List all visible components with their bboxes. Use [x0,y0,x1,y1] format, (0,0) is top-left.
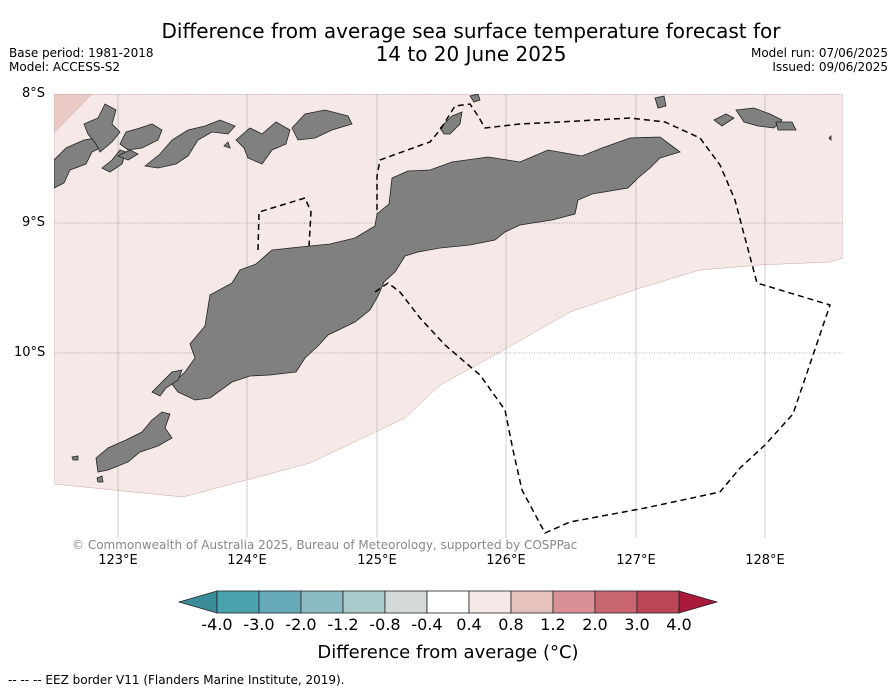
lon-label-128e: 128°E [745,553,785,568]
colorbar-tick-label: 1.2 [540,615,566,634]
colorbar-cell [636,590,680,614]
colorbar-tick-label: -0.8 [369,615,401,634]
colorbar-cell [594,590,638,614]
lon-label-125e: 125°E [357,553,397,568]
colorbar-cell [426,590,470,614]
lon-label-127e: 127°E [616,553,656,568]
base-period: Base period: 1981-2018 [9,46,154,60]
wetar-west [144,119,236,169]
title-line-2: 14 to 20 June 2025 [375,42,567,66]
sawu-islet [96,475,104,483]
ndao-islet [71,455,79,461]
romang-island [439,111,463,135]
colorbar-tick-label: -0.4 [411,615,443,634]
north-islet [469,94,481,103]
colorbar-tick-label: 2.0 [582,615,608,634]
anomaly-region-light [54,94,843,498]
colorbar-tick-label: 0.8 [498,615,524,634]
lat-label-10s: 10°S [14,345,46,360]
eez-border [257,103,831,534]
colorbar-tick-label: 3.0 [624,615,650,634]
lon-label-126e: 126°E [486,553,526,568]
colorbar-over-arrow [678,590,719,614]
small-islet-2 [828,135,832,141]
wetar-island [235,121,291,165]
pantar-island [83,103,121,153]
colorbar-tick-label: -4.0 [201,615,233,634]
colorbar-cell [510,590,554,614]
meta-left: Base period: 1981-2018 Model: ACCESS-S2 [9,46,154,74]
colorbar-tick-label: 0.4 [456,615,482,634]
colorbar-cell [468,590,512,614]
alor-main [119,123,163,151]
atauro-island [117,149,139,161]
copyright-note: © Commonwealth of Australia 2025, Bureau… [72,538,578,552]
alor-island [54,137,101,189]
colorbar-cell [258,590,302,614]
land-masses [54,94,832,483]
rote-island [151,369,183,397]
chart-title: Difference from average sea surface temp… [0,20,896,66]
meta-right: Model run: 07/06/2025 Issued: 09/06/2025 [751,46,888,74]
lon-label-123e: 123°E [98,553,138,568]
colorbar-cell [384,590,428,614]
colorbar-tick-label: 4.0 [666,615,692,634]
babar-island [713,113,735,127]
model-name: Model: ACCESS-S2 [9,60,121,74]
lat-label-9s: 9°S [22,215,46,230]
colorbar-tick-label: -3.0 [243,615,275,634]
lon-label-124e: 124°E [227,553,267,568]
colorbar-tick-label: -1.2 [327,615,359,634]
model-run: Model run: 07/06/2025 [750,46,888,60]
colorbar-under-arrow [177,590,218,614]
eez-note: -- -- -- EEZ border V11 (Flanders Marine… [8,673,345,687]
anomaly-region-corner [54,94,93,134]
colorbar-cell [300,590,344,614]
timor-island [171,136,681,401]
damar-island [654,95,667,109]
issued-date: Issued: 09/06/2025 [772,60,888,74]
lat-label-8s: 8°S [22,86,46,101]
colorbar-cell [216,590,260,614]
rote-main [95,411,173,473]
colorbar-cell [342,590,386,614]
wetar-east [291,109,353,141]
map-panel [54,94,843,538]
colorbar-cell [552,590,596,614]
colorbar-tick-label: -2.0 [285,615,317,634]
colorbar-label: Difference from average (°C) [317,642,579,663]
sermata-island [775,121,797,131]
lat-grid-lines [54,94,843,354]
small-islet-1 [223,141,231,149]
title-line-1: Difference from average sea surface temp… [161,19,781,43]
